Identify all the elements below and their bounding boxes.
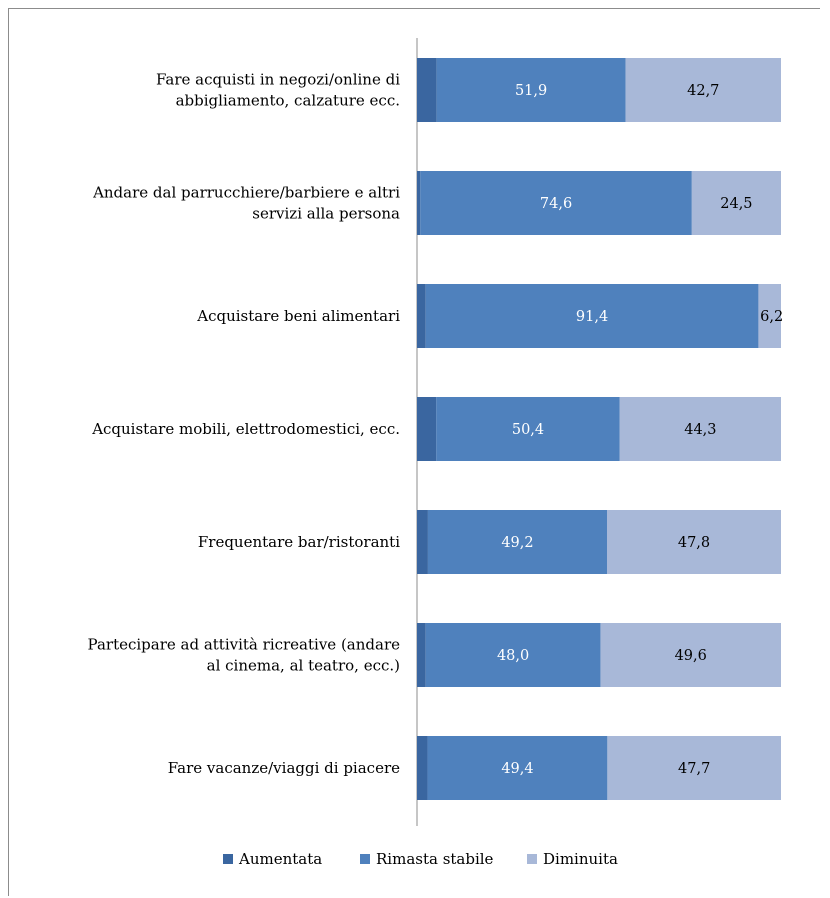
category-label-4: Acquistare mobili, elettrodomestici, ecc… bbox=[91, 420, 400, 438]
bar-rimasta-stabile-4 bbox=[436, 397, 620, 461]
category-label-2-line-2: servizi alla persona bbox=[252, 205, 400, 223]
data-label-rimasta-stabile-2: 74,6 bbox=[540, 196, 572, 212]
data-label-diminuita-6: 49,6 bbox=[675, 648, 707, 664]
legend-swatch-aumentata bbox=[223, 854, 233, 864]
bar-rimasta-stabile-5 bbox=[427, 510, 608, 574]
data-label-rimasta-stabile-1: 51,9 bbox=[515, 83, 547, 99]
data-label-rimasta-stabile-6: 48,0 bbox=[497, 648, 529, 664]
data-label-rimasta-stabile-3: 91,4 bbox=[576, 309, 608, 325]
category-label-7: Fare vacanze/viaggi di piacere bbox=[168, 759, 400, 777]
bar-aumentata-6 bbox=[417, 623, 426, 687]
bar-diminuita-5 bbox=[607, 510, 781, 574]
data-label-diminuita-1: 42,7 bbox=[687, 83, 719, 99]
bar-rimasta-stabile-1 bbox=[436, 58, 626, 122]
data-label-rimasta-stabile-5: 49,2 bbox=[501, 535, 533, 551]
category-label-1-line-2: abbigliamento, calzature ecc. bbox=[176, 92, 400, 110]
bar-rimasta-stabile-6 bbox=[425, 623, 601, 687]
legend-label-rimasta-stabile: Rimasta stabile bbox=[376, 850, 494, 868]
bar-rimasta-stabile-2 bbox=[420, 171, 692, 235]
data-label-diminuita-5: 47,8 bbox=[678, 535, 710, 551]
bar-diminuita-7 bbox=[607, 736, 781, 800]
bar-diminuita-6 bbox=[600, 623, 781, 687]
bar-aumentata-3 bbox=[417, 284, 426, 348]
bar-diminuita-3 bbox=[758, 284, 781, 348]
data-label-diminuita-2: 24,5 bbox=[720, 196, 752, 212]
chart-frame bbox=[8, 8, 820, 896]
data-label-diminuita-3: 6,2 bbox=[760, 309, 783, 325]
legend-swatch-diminuita bbox=[527, 854, 537, 864]
data-label-diminuita-7: 47,7 bbox=[678, 761, 710, 777]
legend-label-aumentata: Aumentata bbox=[238, 850, 322, 868]
category-label-1-line-1: Fare acquisti in negozi/online di bbox=[156, 71, 400, 89]
bar-aumentata-1 bbox=[417, 58, 437, 122]
category-label-6-line-1: Partecipare ad attività ricreative (anda… bbox=[88, 636, 401, 654]
legend-swatch-rimasta-stabile bbox=[360, 854, 370, 864]
data-label-diminuita-4: 44,3 bbox=[684, 422, 716, 438]
category-label-6-line-2: al cinema, al teatro, ecc.) bbox=[207, 657, 400, 675]
bar-rimasta-stabile-7 bbox=[427, 736, 608, 800]
bar-rimasta-stabile-3 bbox=[425, 284, 759, 348]
bar-aumentata-4 bbox=[417, 397, 437, 461]
bar-diminuita-1 bbox=[625, 58, 781, 122]
bar-diminuita-2 bbox=[691, 171, 781, 235]
category-label-5: Frequentare bar/ristoranti bbox=[198, 533, 400, 551]
data-label-rimasta-stabile-4: 50,4 bbox=[512, 422, 544, 438]
bar-aumentata-7 bbox=[417, 736, 428, 800]
category-label-2-line-1: Andare dal parrucchiere/barbiere e altri bbox=[92, 184, 400, 202]
bar-diminuita-4 bbox=[619, 397, 781, 461]
bar-aumentata-2 bbox=[417, 171, 421, 235]
data-label-rimasta-stabile-7: 49,4 bbox=[501, 761, 533, 777]
category-label-3: Acquistare beni alimentari bbox=[196, 307, 400, 325]
legend-label-diminuita: Diminuita bbox=[543, 850, 618, 868]
bar-aumentata-5 bbox=[417, 510, 428, 574]
